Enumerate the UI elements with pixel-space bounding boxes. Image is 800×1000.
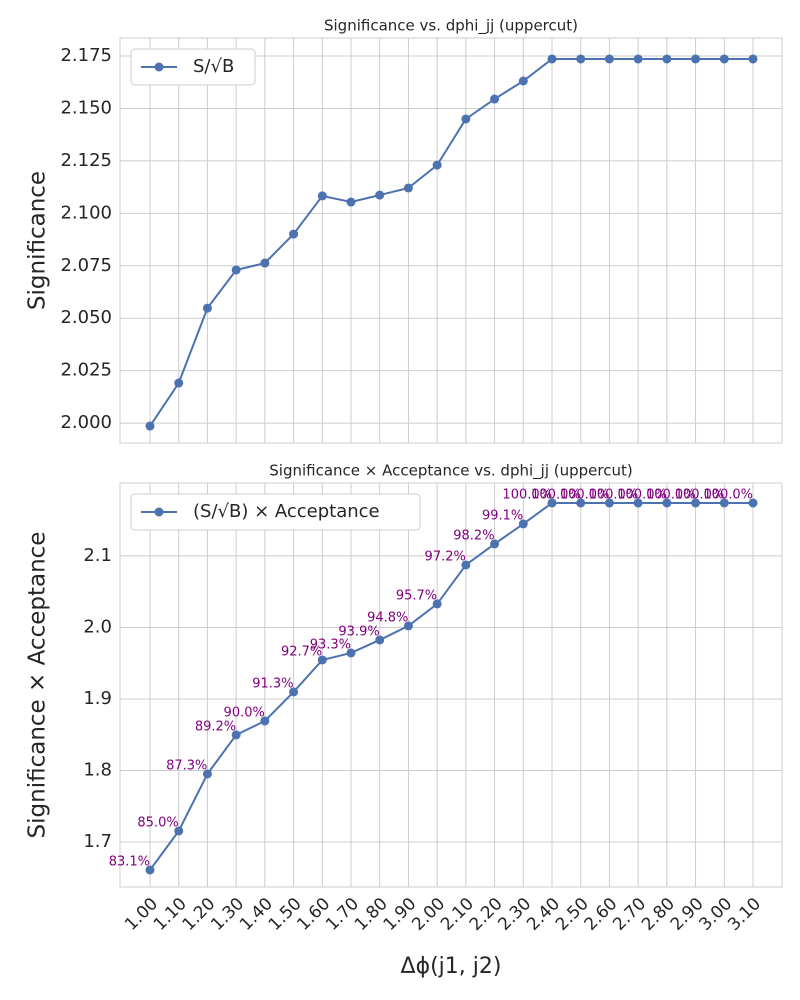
data-point	[662, 498, 672, 508]
data-point	[375, 635, 385, 645]
y-tick-label: 2.150	[60, 97, 112, 118]
data-point	[260, 716, 270, 726]
data-point	[576, 54, 586, 64]
acceptance-label: 98.2%	[453, 528, 494, 543]
data-point	[289, 229, 299, 239]
y-tick-label: 1.8	[83, 759, 112, 780]
y-tick-label: 2.100	[60, 202, 112, 223]
data-point	[691, 54, 701, 64]
legend-marker	[154, 62, 164, 72]
acceptance-label: 94.8%	[367, 610, 408, 625]
acceptance-label: 100.0%	[560, 487, 610, 502]
data-point	[375, 190, 385, 200]
legend-label: (S/√B) × Acceptance	[193, 501, 380, 522]
data-point	[317, 191, 327, 201]
series-line	[149, 501, 753, 871]
data-point	[461, 560, 471, 570]
y-tick-label: 1.9	[83, 688, 112, 709]
data-point	[604, 498, 614, 508]
data-point	[174, 826, 184, 836]
legend-marker	[154, 507, 164, 517]
data-point	[719, 54, 729, 64]
y-tick-label: 1.7	[83, 831, 112, 852]
legend-box	[130, 48, 256, 86]
data-point	[633, 54, 643, 64]
data-point	[490, 94, 500, 104]
legend-label: S/√B	[193, 56, 234, 77]
acceptance-label: 100.0%	[703, 487, 753, 502]
acceptance-label: 100.0%	[589, 487, 639, 502]
data-point	[346, 197, 356, 207]
acceptance-label: 85.0%	[137, 815, 178, 830]
data-point	[748, 498, 758, 508]
y-tick-label: 2.175	[60, 45, 112, 66]
data-point	[260, 258, 270, 268]
acceptance-label: 100.0%	[675, 487, 725, 502]
legend-box	[130, 493, 421, 531]
series-line	[149, 57, 753, 427]
y-tick-label: 2.050	[60, 307, 112, 328]
y-axis-label: Significance	[25, 171, 51, 310]
acceptance-label: 97.2%	[425, 549, 466, 564]
data-point	[518, 519, 528, 529]
y-tick-label: 2.025	[60, 360, 112, 381]
acceptance-label: 99.1%	[482, 508, 523, 523]
data-point	[719, 498, 729, 508]
data-point	[231, 265, 241, 275]
plot-area	[119, 37, 783, 444]
acceptance-label: 100.0%	[646, 487, 696, 502]
x-tick-label: 3.10	[724, 894, 765, 935]
acceptance-label: 93.9%	[338, 624, 379, 639]
data-point	[691, 498, 701, 508]
data-point	[317, 655, 327, 665]
data-point	[748, 54, 758, 64]
acceptance-label: 87.3%	[166, 758, 207, 773]
data-point	[403, 621, 413, 631]
data-point	[145, 865, 155, 875]
data-point	[202, 303, 212, 313]
chart-title: Significance × Acceptance vs. dphi_jj (u…	[269, 462, 632, 481]
acceptance-label: 100.0%	[502, 487, 552, 502]
data-point	[145, 421, 155, 431]
plot-area	[119, 482, 783, 888]
acceptance-label: 95.7%	[396, 588, 437, 603]
data-point	[461, 114, 471, 124]
data-point	[346, 648, 356, 658]
acceptance-label: 92.7%	[281, 644, 322, 659]
data-point	[633, 498, 643, 508]
acceptance-label: 100.0%	[617, 487, 667, 502]
acceptance-label: 100.0%	[531, 487, 581, 502]
y-axis-label: Significance × Acceptance	[25, 532, 51, 839]
data-point	[518, 76, 528, 86]
data-point	[662, 54, 672, 64]
acceptance-label: 93.3%	[310, 637, 351, 652]
data-point	[231, 730, 241, 740]
y-tick-label: 2.1	[83, 545, 112, 566]
acceptance-label: 83.1%	[109, 854, 150, 869]
data-point	[432, 599, 442, 609]
data-point	[547, 54, 557, 64]
data-point	[490, 539, 500, 549]
data-point	[202, 769, 212, 779]
y-tick-label: 2.000	[60, 412, 112, 433]
acceptance-label: 91.3%	[252, 676, 293, 691]
acceptance-label: 90.0%	[224, 705, 265, 720]
x-axis-label: Δϕ(j1, j2)	[401, 954, 502, 979]
data-point	[289, 687, 299, 697]
y-tick-label: 2.0	[83, 616, 112, 637]
data-point	[547, 498, 557, 508]
y-tick-label: 2.125	[60, 150, 112, 171]
acceptance-label: 89.2%	[195, 719, 236, 734]
data-point	[604, 54, 614, 64]
data-point	[403, 183, 413, 193]
chart-title: Significance vs. dphi_jj (uppercut)	[324, 17, 578, 36]
y-tick-label: 2.075	[60, 255, 112, 276]
data-point	[174, 378, 184, 388]
data-point	[576, 498, 586, 508]
data-point	[432, 160, 442, 170]
